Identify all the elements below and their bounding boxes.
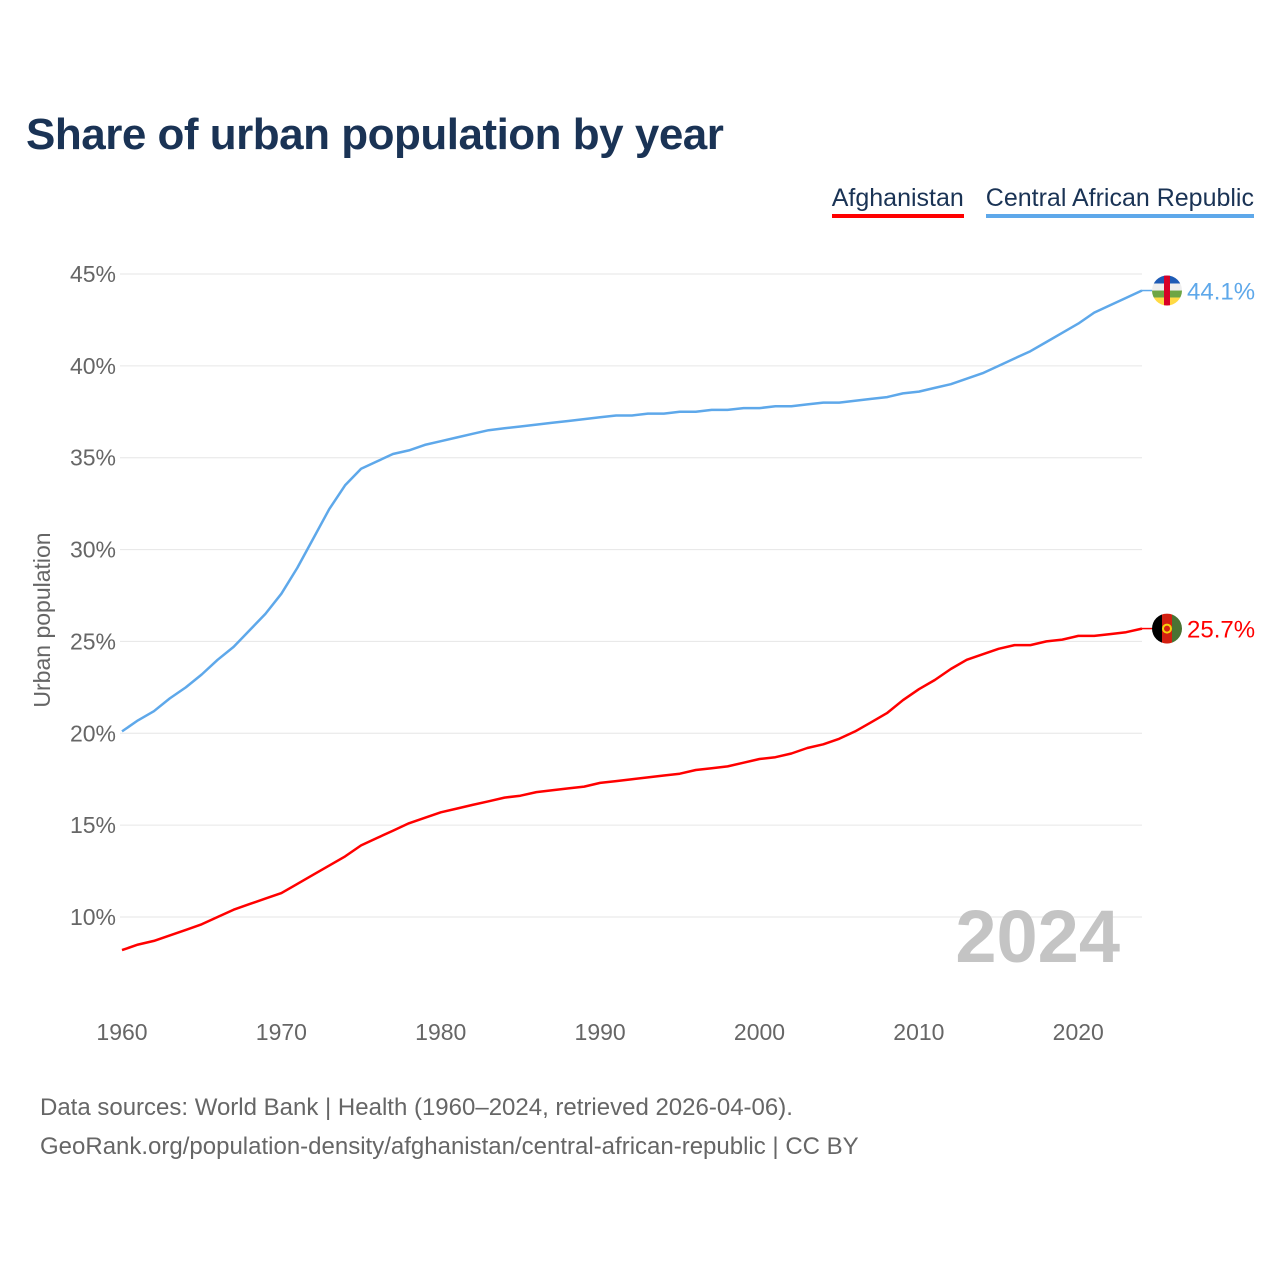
y-tick-label: 35% <box>70 445 116 471</box>
central-african-republic-flag-icon <box>1152 275 1182 306</box>
x-tick-label: 1970 <box>256 1019 307 1045</box>
end-value-label: 25.7% <box>1187 617 1255 644</box>
y-tick-label: 25% <box>70 628 116 654</box>
series-line-afghanistan <box>121 627 1143 952</box>
end-value-label: 44.1% <box>1187 279 1255 306</box>
legend-item-central-african-republic[interactable]: Central African Republic <box>985 184 1254 218</box>
footer: Data sources: World Bank | Health (1960–… <box>40 1088 859 1166</box>
y-tick-label: 45% <box>70 261 116 287</box>
x-tick-label: 1960 <box>96 1019 147 1045</box>
series-line-central-african-republic <box>121 289 1143 733</box>
data-source-text: Data sources: World Bank | Health (1960–… <box>40 1094 793 1121</box>
y-axis-label: Urban population <box>29 532 55 707</box>
x-tick-label: 2000 <box>734 1019 785 1045</box>
afghanistan-flag-icon <box>1152 613 1182 644</box>
x-tick-label: 2020 <box>1053 1019 1104 1045</box>
year-watermark: 2024 <box>955 895 1120 978</box>
attribution-text: GeoRank.org/population-density/afghanist… <box>40 1133 859 1160</box>
legend-item-afghanistan[interactable]: Afghanistan <box>831 184 964 218</box>
x-tick-label: 1980 <box>415 1019 466 1045</box>
y-tick-label: 15% <box>70 812 116 838</box>
x-tick-label: 1990 <box>575 1019 626 1045</box>
x-tick-label: 2010 <box>893 1019 944 1045</box>
chart-title: Share of urban population by year <box>26 110 724 159</box>
y-tick-label: 10% <box>70 904 116 930</box>
legend: Afghanistan Central African Republic <box>831 184 1254 218</box>
y-tick-label: 40% <box>70 353 116 379</box>
y-tick-label: 30% <box>70 537 116 563</box>
y-tick-label: 20% <box>70 720 116 746</box>
